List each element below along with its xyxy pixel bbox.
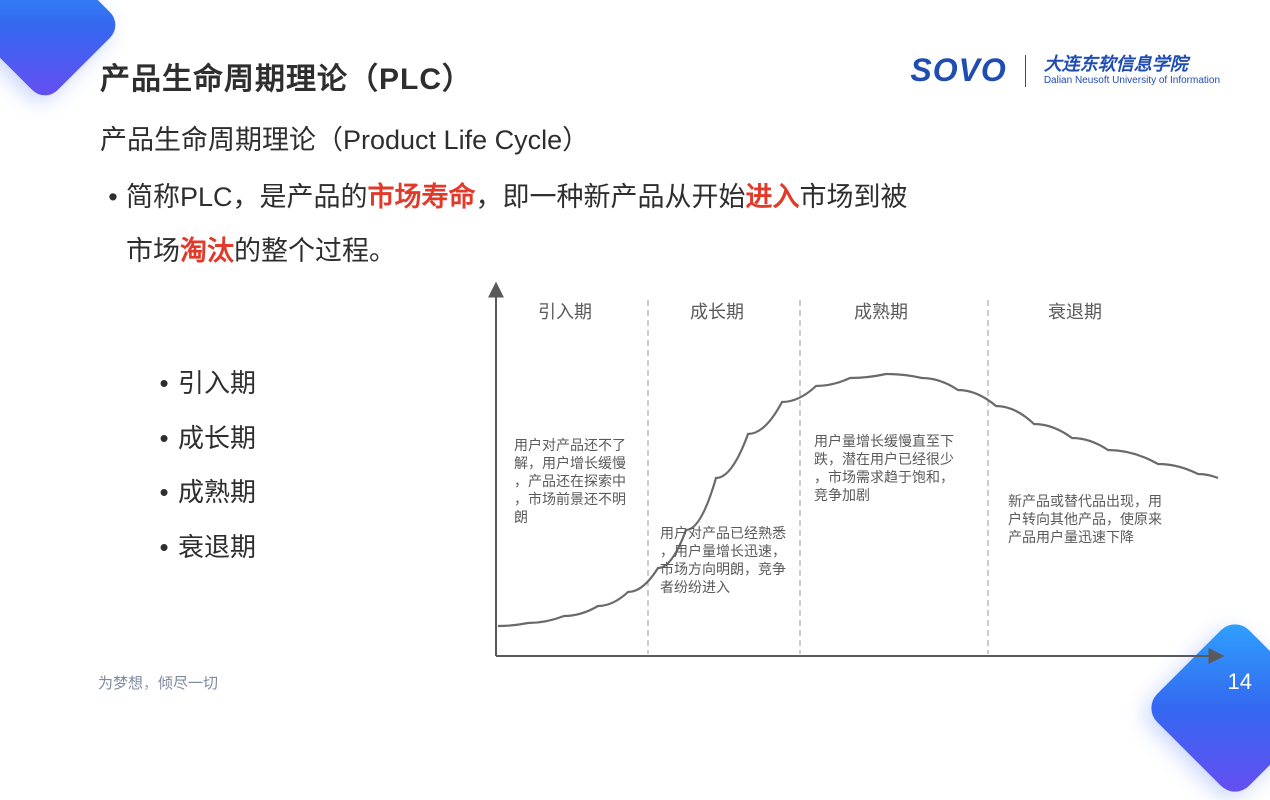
bullet-icon: • (150, 411, 178, 466)
page-number: 14 (1228, 669, 1252, 695)
description: •简称PLC，是产品的市场寿命，即一种新产品从开始进入市场到被 市场淘汰的整个过… (100, 170, 1210, 278)
phase-list: •引入期 •成长期 •成熟期 •衰退期 (150, 356, 256, 574)
phase-label: 引入期 (178, 368, 256, 398)
list-item: •引入期 (150, 356, 256, 411)
bullet-icon: • (100, 170, 126, 224)
desc-t1: 简称PLC，是产品的 (126, 182, 368, 212)
footer-comma: ， (143, 675, 158, 692)
desc-h3: 淘汰 (180, 236, 234, 266)
svg-text:用户对产品已经熟悉，用户量增长迅速，市场方向明朗，竞争者纷纷: 用户对产品已经熟悉，用户量增长迅速，市场方向明朗，竞争者纷纷进入 (660, 525, 786, 596)
svg-text:引入期: 引入期 (538, 302, 592, 322)
list-item: •成长期 (150, 411, 256, 466)
bullet-icon: • (150, 356, 178, 411)
svg-text:用户量增长缓慢直至下跌，潜在用户已经很少，市场需求趋于饱和，: 用户量增长缓慢直至下跌，潜在用户已经很少，市场需求趋于饱和，竞争加剧 (814, 433, 954, 504)
svg-text:成长期: 成长期 (690, 302, 744, 322)
plc-svg: 引入期 成长期 成熟期 衰退期用户对产品还不了解，用户增长缓慢，产品还在探索中，市场前… (468, 278, 1228, 678)
logo-divider (1025, 55, 1026, 87)
phase-label: 成长期 (178, 423, 256, 453)
svg-text:成熟期: 成熟期 (854, 302, 908, 322)
phase-label: 成熟期 (178, 477, 256, 507)
desc-t2: ，即一种新产品从开始 (476, 182, 746, 212)
desc-t3: 市场到被 (800, 182, 908, 212)
svg-text:新产品或替代品出现，用户转向其他产品，使原来产品用户量迅速下: 新产品或替代品出现，用户转向其他产品，使原来产品用户量迅速下降 (1008, 494, 1162, 546)
brand-logo: SOVO (910, 52, 1006, 89)
bullet-icon: • (150, 465, 178, 520)
slide-title: 产品生命周期理论（PLC） (100, 54, 473, 98)
phase-label: 衰退期 (178, 532, 256, 562)
bullet-icon: • (150, 520, 178, 575)
list-item: •成熟期 (150, 465, 256, 520)
university-en: Dalian Neusoft University of Information (1044, 75, 1220, 86)
subtitle: 产品生命周期理论（Product Life Cycle） (100, 118, 589, 157)
plc-chart: 引入期 成长期 成熟期 衰退期用户对产品还不了解，用户增长缓慢，产品还在探索中，市场前… (468, 278, 1228, 678)
logo-row: SOVO 大连东软信息学院 Dalian Neusoft University … (910, 52, 1220, 89)
footer-t2: 倾尽一切 (158, 675, 218, 692)
desc-t5: 的整个过程。 (234, 236, 396, 266)
desc-h2: 进入 (746, 182, 800, 212)
svg-text:用户对产品还不了解，用户增长缓慢，产品还在探索中，市场前景还: 用户对产品还不了解，用户增长缓慢，产品还在探索中，市场前景还不明朗 (514, 437, 626, 526)
university-cn: 大连东软信息学院 (1044, 55, 1220, 75)
footer-slogan: 为梦想，倾尽一切 (98, 672, 218, 693)
university-name: 大连东软信息学院 Dalian Neusoft University of In… (1044, 55, 1220, 86)
footer-t1: 为梦想 (98, 675, 143, 692)
list-item: •衰退期 (150, 520, 256, 575)
desc-h1: 市场寿命 (368, 182, 476, 212)
svg-text:衰退期: 衰退期 (1048, 302, 1102, 322)
desc-t4: 市场 (126, 236, 180, 266)
